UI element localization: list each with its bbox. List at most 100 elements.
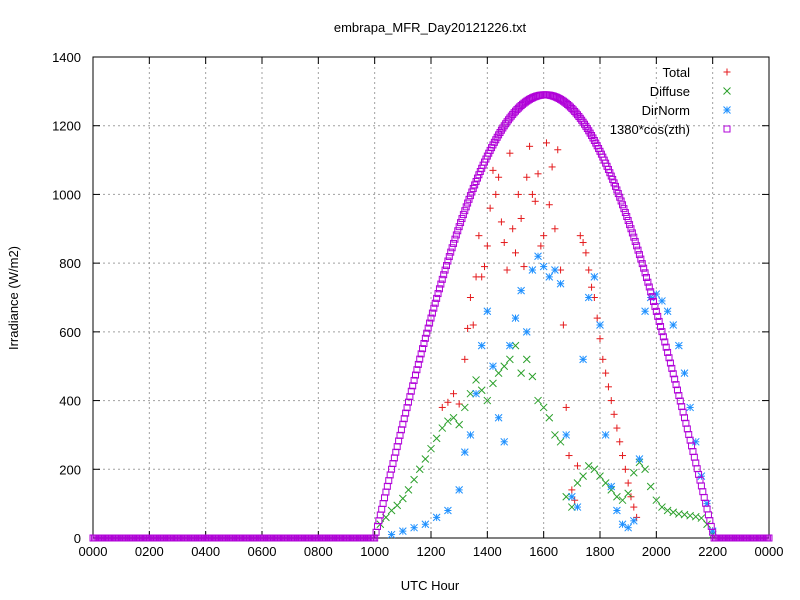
data-point	[565, 452, 573, 460]
data-point	[385, 477, 393, 485]
data-point	[506, 355, 514, 364]
data-point	[661, 338, 669, 346]
data-point	[433, 294, 441, 302]
data-point	[556, 279, 565, 288]
data-point	[624, 489, 633, 498]
data-point	[381, 494, 389, 502]
data-point	[435, 285, 443, 293]
data-point	[492, 190, 500, 198]
data-point	[666, 359, 674, 367]
data-point	[568, 486, 576, 494]
data-point	[657, 323, 665, 331]
data-point	[421, 334, 429, 342]
data-point	[376, 511, 384, 519]
data-point	[379, 500, 387, 508]
data-point	[421, 455, 430, 463]
data-point	[438, 275, 446, 283]
data-point	[447, 248, 455, 256]
data-point	[633, 242, 641, 250]
data-point	[393, 501, 402, 510]
data-point	[699, 488, 707, 496]
data-point	[607, 482, 616, 491]
data-point	[650, 297, 658, 305]
data-point	[455, 486, 464, 494]
data-point	[486, 204, 494, 212]
data-point	[466, 192, 474, 200]
legend-marker	[723, 87, 731, 95]
data-point	[567, 492, 576, 501]
data-point	[438, 403, 446, 411]
data-point	[618, 496, 627, 505]
data-point	[573, 479, 582, 487]
data-point	[431, 299, 439, 307]
data-point	[573, 462, 581, 470]
data-point	[642, 273, 650, 281]
x-axis-label: UTC Hour	[401, 578, 460, 593]
data-point	[444, 257, 452, 265]
data-point	[697, 482, 705, 490]
data-point	[398, 494, 407, 503]
x-tick-label: 1600	[529, 544, 558, 559]
data-point	[663, 307, 672, 316]
data-point	[665, 354, 673, 362]
data-point	[647, 288, 655, 296]
data-point	[613, 492, 621, 501]
data-point	[441, 266, 449, 274]
data-point	[420, 339, 428, 347]
data-point	[444, 398, 452, 406]
x-tick-label: 0800	[304, 544, 333, 559]
data-point	[428, 309, 436, 317]
data-point	[434, 290, 442, 298]
data-point	[700, 493, 708, 501]
data-point	[500, 239, 508, 247]
x-tick-label: 0000	[79, 544, 108, 559]
data-point	[412, 371, 420, 379]
data-point	[621, 465, 629, 473]
data-point	[432, 434, 441, 443]
data-point	[596, 321, 604, 329]
data-point	[517, 286, 525, 295]
data-point	[645, 283, 653, 291]
data-point	[489, 362, 497, 371]
data-point	[610, 179, 618, 187]
data-point	[539, 403, 548, 412]
legend-label: DirNorm	[642, 103, 690, 118]
y-axis-label: Irradiance (W/m2)	[6, 246, 21, 350]
x-tick-label: 1000	[360, 544, 389, 559]
data-point	[494, 413, 503, 422]
data-point	[562, 431, 571, 439]
data-point	[654, 312, 662, 320]
data-point	[413, 366, 421, 374]
data-point	[452, 231, 460, 239]
data-point	[523, 173, 531, 181]
data-point	[383, 482, 391, 490]
data-point	[655, 317, 663, 325]
data-point	[414, 360, 422, 368]
data-point	[404, 486, 413, 494]
data-point	[545, 413, 554, 422]
x-tick-label: 1800	[586, 544, 615, 559]
data-point	[554, 146, 562, 154]
data-point	[528, 266, 537, 274]
data-point	[663, 506, 672, 515]
data-point	[664, 348, 672, 356]
data-point	[644, 278, 652, 286]
data-point	[477, 341, 486, 350]
data-point	[706, 517, 714, 525]
x-tick-label: 1200	[417, 544, 446, 559]
data-point	[520, 263, 528, 271]
data-point	[624, 523, 633, 532]
data-point	[410, 523, 418, 532]
data-point	[477, 386, 486, 395]
data-point	[604, 383, 612, 391]
y-tick-label: 1200	[52, 119, 81, 134]
data-point	[619, 201, 627, 209]
data-point	[601, 479, 610, 487]
data-point	[596, 472, 604, 481]
data-point	[610, 410, 618, 418]
data-point	[522, 328, 531, 336]
y-tick-label: 0	[74, 531, 81, 546]
data-point	[559, 321, 567, 329]
data-point	[624, 217, 632, 225]
data-point	[613, 424, 621, 432]
